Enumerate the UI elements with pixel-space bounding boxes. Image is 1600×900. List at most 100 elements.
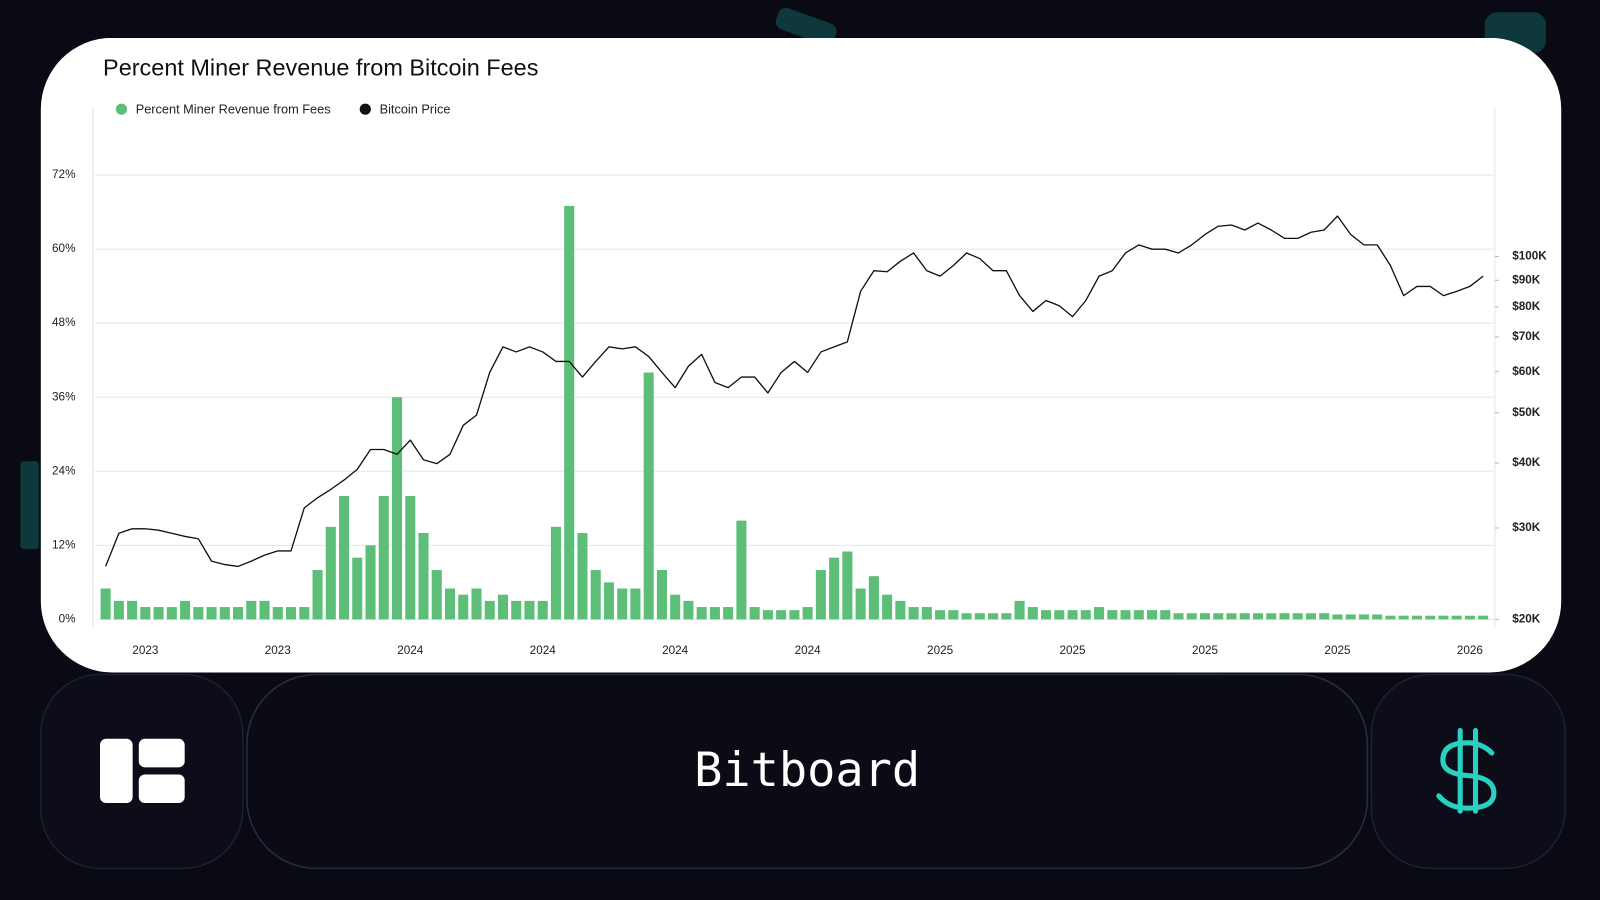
bar xyxy=(511,600,522,620)
layout-icon-left xyxy=(100,738,133,804)
bar xyxy=(1398,615,1409,620)
bar xyxy=(789,610,800,620)
bar xyxy=(524,600,535,620)
bar xyxy=(166,607,177,620)
bar xyxy=(1332,614,1343,620)
bar xyxy=(935,610,946,620)
bar xyxy=(1014,600,1025,620)
bar xyxy=(882,594,893,620)
bar xyxy=(617,588,628,620)
bar xyxy=(1239,613,1250,620)
bar xyxy=(153,607,164,620)
bar xyxy=(444,588,456,620)
x-tick-label: 2023 xyxy=(265,644,291,657)
x-tick-label: 2025 xyxy=(1060,644,1087,657)
bar xyxy=(749,607,760,620)
bar xyxy=(140,607,151,620)
menu-tile[interactable] xyxy=(40,673,244,870)
bar xyxy=(1266,613,1277,620)
bar xyxy=(471,588,482,620)
bar xyxy=(1478,615,1489,620)
y-tick-label: 60% xyxy=(52,242,75,255)
bar xyxy=(1345,614,1356,620)
bar xyxy=(1385,615,1396,620)
x-tick-label: 2026 xyxy=(1457,644,1483,657)
bar xyxy=(1133,610,1144,620)
bar xyxy=(1054,610,1065,620)
y2-tick-label: $60K xyxy=(1512,365,1541,378)
y-tick-label: 0% xyxy=(59,612,76,625)
bar xyxy=(272,607,283,620)
bar xyxy=(1173,613,1184,620)
bar xyxy=(577,532,588,620)
y2-tick-label: $100K xyxy=(1512,250,1547,263)
bar xyxy=(1120,610,1131,620)
bar xyxy=(418,532,429,620)
bar xyxy=(683,600,694,620)
y2-tick-label: $40K xyxy=(1512,456,1541,469)
bar xyxy=(815,570,826,620)
legend-label: Bitcoin Price xyxy=(380,102,451,117)
bar xyxy=(564,205,575,620)
bar xyxy=(352,557,363,620)
bar xyxy=(643,372,654,620)
bar xyxy=(233,607,244,620)
plot-area: 0% 12% 24% 36% 48% 60% 72% $20K $30K $40K $50K $60K… xyxy=(52,102,1547,658)
bar xyxy=(1186,613,1197,620)
bar xyxy=(1358,614,1369,620)
bar xyxy=(709,607,720,620)
bar xyxy=(1094,607,1105,620)
bar xyxy=(127,600,138,620)
bar xyxy=(1252,613,1264,620)
bar xyxy=(338,495,350,620)
bar xyxy=(1213,613,1224,620)
currency-tile[interactable] xyxy=(1370,673,1567,870)
bar xyxy=(895,600,906,620)
bar xyxy=(776,610,787,620)
bar xyxy=(1080,610,1091,620)
bar xyxy=(1160,610,1171,620)
bar xyxy=(590,570,601,620)
brand-name: Bitboard xyxy=(694,743,920,798)
bar xyxy=(988,613,999,620)
y2-tick-label: $70K xyxy=(1512,330,1541,343)
bar xyxy=(1438,615,1449,620)
dollar-icon xyxy=(1436,728,1497,814)
chart-title: Percent Miner Revenue from Bitcoin Fees xyxy=(103,55,538,81)
x-tick-label: 2024 xyxy=(530,644,557,657)
bar xyxy=(206,607,217,620)
bar xyxy=(180,600,191,620)
legend-swatch xyxy=(115,103,128,115)
bar xyxy=(842,551,853,620)
bar xyxy=(1279,613,1290,620)
bar xyxy=(458,594,469,620)
bar xyxy=(961,613,972,620)
brand-tile xyxy=(246,673,1369,870)
bar xyxy=(537,600,548,620)
bar xyxy=(974,613,985,620)
bar xyxy=(1464,615,1475,620)
bar xyxy=(603,582,614,620)
y2-tick-label: $50K xyxy=(1512,406,1541,419)
bar xyxy=(431,570,442,620)
bar xyxy=(1425,615,1436,620)
layout-icon-top xyxy=(138,738,185,768)
bar xyxy=(1451,615,1462,620)
x-tick-label: 2025 xyxy=(1192,644,1219,657)
bar xyxy=(299,607,310,620)
bar xyxy=(405,495,416,620)
y-tick-label: 48% xyxy=(52,316,75,329)
bar xyxy=(286,607,297,620)
bar xyxy=(1305,613,1317,620)
x-tick-label: 2025 xyxy=(927,644,954,657)
x-tick-label: 2024 xyxy=(795,644,822,657)
y-tick-label: 36% xyxy=(52,390,75,403)
bar xyxy=(736,520,747,620)
bar xyxy=(391,397,403,620)
y-tick-label: 72% xyxy=(52,168,75,181)
bar xyxy=(855,588,866,620)
bar xyxy=(550,526,561,620)
price-line xyxy=(104,215,1484,568)
